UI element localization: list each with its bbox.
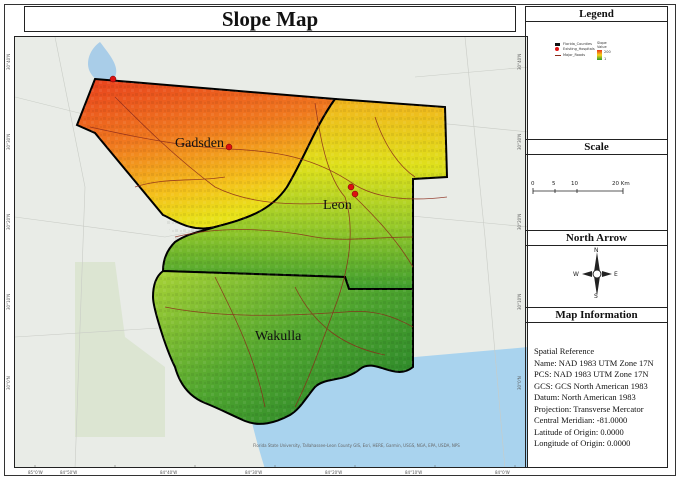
longitude-tick-label: 84°40'W [160, 470, 178, 475]
map-info-line: Projection: Transverse Mercator [534, 403, 644, 414]
scale-tick-5: 5 [552, 181, 556, 187]
latitude-tick-label: 30°10'N [517, 293, 522, 310]
latitude-tick-label: 30°30'N [517, 133, 522, 150]
north-arrow-icon [582, 252, 612, 296]
basemap-forest-area [75, 262, 165, 437]
legend-label: Florida_Counties [563, 42, 592, 46]
latitude-tick-label: 30°40'N [6, 53, 11, 70]
map-info-line: Name: NAD 1983 UTM Zone 17N [534, 357, 654, 368]
hospital-marker[interactable] [109, 75, 117, 83]
map-info-line: Central Meridian: -81.0000 [534, 415, 628, 425]
north-arrow-heading: North Arrow [525, 230, 668, 246]
longitude-tick-label: 84°20'W [325, 470, 343, 475]
hospital-marker[interactable] [351, 190, 359, 198]
page-border [4, 4, 676, 476]
compass-n: N [594, 247, 599, 254]
scale-tick-10: 10 [571, 181, 578, 187]
latitude-tick-label: 30°40'N [517, 53, 522, 70]
existing-hospitals[interactable] [109, 75, 359, 198]
latitude-tick-label: 30°0'N [517, 376, 522, 390]
map-info-line: Spatial Reference [534, 346, 595, 356]
slope-high: 200 [604, 50, 611, 54]
lake-talquin [88, 42, 117, 82]
latitude-tick-label: 30°20'N [6, 213, 11, 230]
map-info-line: GCS: GCS North American 1983 [534, 380, 648, 391]
county-label-leon: Leon [323, 198, 352, 213]
map-info-line: Datum: North American 1983 [534, 392, 636, 402]
compass-s: S [594, 293, 598, 300]
legend-item-roads: Major_Roads [555, 53, 585, 57]
legend-label: Major_Roads [563, 53, 586, 57]
slope-low-label: 1 [604, 57, 606, 61]
major-roads [89, 96, 448, 408]
scale-heading: Scale [525, 139, 668, 155]
map-attribution: Florida State University, Tallahassee-Le… [253, 443, 460, 448]
legend-heading: Legend [525, 6, 668, 22]
longitude-tick-label: 84°30'W [245, 470, 263, 475]
longitude-tick-label: 84°50'W [60, 470, 78, 475]
slope-texture [77, 79, 447, 424]
compass-w: W [573, 271, 579, 278]
title-box: Slope Map [24, 6, 516, 32]
latitude-tick-label: 30°20'N [517, 213, 522, 230]
latitude-tick-label: 30°0'N [6, 376, 11, 390]
legend-label: Existing_Hospitals [563, 47, 595, 51]
slope-title: Slope [597, 41, 607, 45]
scale-tick-20: 20 Km [612, 181, 630, 187]
legend-item-counties: Florida_Counties [555, 42, 592, 46]
map-info-line: Latitude of Origin: 0.0000 [534, 426, 624, 437]
map-info-line: PCS: NAD 1983 UTM Zone 17N [534, 369, 649, 379]
longitude-tick-label: 85°0'W [28, 470, 43, 475]
map-canvas[interactable]: Gadsden Leon Wakulla [15, 37, 528, 468]
slope-high-label: 200 [604, 50, 611, 54]
map-info-heading: Map Information [525, 307, 668, 323]
compass-e: E [614, 271, 618, 278]
map-frame[interactable]: Gadsden Leon Wakulla Florida State Unive… [14, 36, 528, 468]
longitude-tick-label: 84°0'W [495, 470, 510, 475]
longitude-tick-label: 84°10'W [405, 470, 423, 475]
slope-color-ramp [597, 50, 602, 60]
scale-tick-0: 0 [531, 181, 535, 187]
hospital-marker[interactable] [347, 183, 355, 191]
slope-subtitle: Value [597, 45, 607, 49]
hospital-marker[interactable] [225, 143, 233, 151]
map-info-line: Longitude of Origin: 0.0000 [534, 438, 631, 448]
map-title: Slope Map [221, 6, 319, 31]
road-line-icon [555, 54, 561, 56]
latitude-tick-label: 30°10'N [6, 293, 11, 310]
county-label-wakulla: Wakulla [255, 329, 302, 344]
slope-legend-title: Slope [597, 41, 607, 45]
graticule-ticks [34, 465, 516, 467]
slope-low: 1 [604, 57, 607, 61]
hospital-dot-icon [555, 47, 559, 51]
slope-legend-subtitle: Value [597, 45, 607, 49]
county-swatch-icon [555, 42, 560, 46]
scale-bar [532, 188, 624, 194]
legend-item-hospitals: Existing_Hospitals [555, 47, 595, 51]
latitude-tick-label: 30°30'N [6, 133, 11, 150]
county-label-gadsden: Gadsden [175, 136, 224, 151]
